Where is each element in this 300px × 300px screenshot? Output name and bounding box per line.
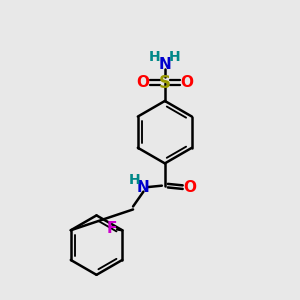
Text: N: N [137,180,150,195]
Text: O: O [136,75,149,90]
Text: H: H [149,50,161,64]
Text: F: F [106,221,117,236]
Text: H: H [129,173,140,187]
Text: O: O [183,180,196,195]
Text: S: S [159,74,171,92]
Text: O: O [180,75,194,90]
Text: N: N [158,57,171,72]
Text: H: H [169,50,181,64]
